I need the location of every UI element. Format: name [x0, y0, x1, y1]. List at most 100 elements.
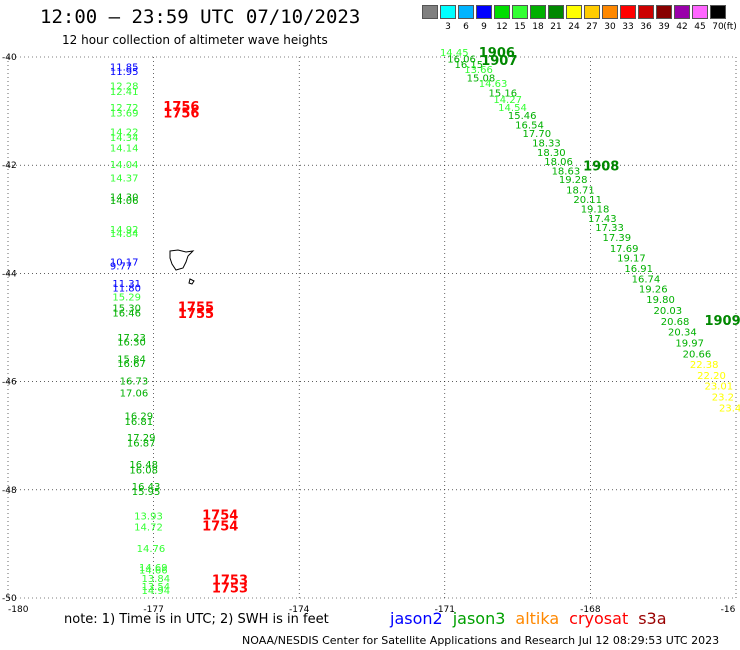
- scale-label: 36: [640, 22, 652, 32]
- wave-height-value: 14.54: [498, 103, 527, 114]
- wave-height-value: 15.30: [112, 303, 141, 314]
- scale-label: 15: [514, 22, 526, 32]
- wave-height-value: 20.11: [573, 195, 602, 206]
- lat-tick-label: -42: [2, 161, 17, 171]
- wave-height-value: 15.16: [488, 88, 517, 99]
- wave-height-value: 20.03: [653, 306, 682, 317]
- scale-swatch: [674, 5, 690, 19]
- wave-height-value: 14.94: [141, 586, 170, 597]
- wave-height-value: 9.77: [110, 262, 132, 273]
- wave-height-value: 16.67: [117, 359, 146, 370]
- wave-height-value: 14.66: [139, 566, 168, 577]
- wave-height-value: 14.72: [134, 522, 163, 533]
- wave-height-value: 16.74: [632, 275, 661, 286]
- lon-tick-label: -174: [289, 605, 310, 615]
- wave-height-value: 18.63: [552, 166, 581, 177]
- wave-height-value: 16.73: [120, 376, 149, 387]
- scale-swatch: [458, 5, 474, 19]
- wave-height-value: 12.41: [110, 87, 139, 98]
- pass-time-label: 1754: [202, 519, 238, 534]
- wave-height-value: 11.31: [112, 279, 141, 290]
- wave-height-value: 14.84: [110, 229, 139, 240]
- wave-height-value: 11.95: [110, 67, 139, 78]
- wave-height-value: 14.14: [110, 144, 139, 155]
- pass-time-label: 1753: [212, 573, 248, 588]
- map-note: note: 1) Time is in UTC; 2) SWH is in fe…: [64, 612, 329, 627]
- wave-height-value: 17.29: [127, 433, 156, 444]
- lat-tick-label: -40: [2, 53, 17, 63]
- pass-time-label: 1909: [704, 314, 740, 329]
- pass-time-label: 1753: [212, 582, 248, 597]
- wave-height-value: 14.76: [137, 544, 166, 555]
- wave-height-value: 16.87: [127, 439, 156, 450]
- scale-label: 18: [532, 22, 544, 32]
- pass-time-label: 1756: [163, 107, 199, 122]
- legend-item-cryosat: cryosat: [569, 609, 629, 628]
- pass-time-label: 1906: [479, 46, 515, 61]
- scale-swatch: [566, 5, 582, 19]
- wave-height-value: 15.08: [467, 73, 496, 84]
- credit-line: NOAA/NESDIS Center for Satellite Applica…: [242, 634, 720, 647]
- scale-swatch: [602, 5, 618, 19]
- wave-height-value: 14.27: [493, 95, 522, 106]
- scale-label: 42: [676, 22, 688, 32]
- wave-height-value: 19.17: [617, 253, 646, 264]
- wave-height-value: 20.66: [683, 349, 712, 360]
- wave-height-value: 17.70: [522, 129, 551, 140]
- wave-height-value: 17.06: [120, 389, 149, 400]
- wave-height-value: 15.95: [132, 487, 161, 498]
- wave-height-value: 16.06: [447, 54, 476, 65]
- wave-height-value: 20.34: [668, 328, 697, 339]
- wave-height-value: 14.30: [110, 192, 139, 203]
- wave-height-value: 18.71: [566, 185, 595, 196]
- scale-label: 24: [568, 22, 580, 32]
- wave-height-value: 17.69: [610, 244, 639, 255]
- scale-label: 33: [622, 22, 634, 32]
- wave-height-value: 23.2: [712, 393, 734, 404]
- wave-height-value: 17.33: [595, 223, 624, 234]
- scale-label: 30: [604, 22, 616, 32]
- lon-tick-label: -180: [8, 605, 29, 615]
- wave-height-value: 19.80: [646, 295, 675, 306]
- wave-height-value: 16.91: [624, 264, 653, 275]
- scale-label: 70: [712, 22, 724, 32]
- scale-label: 12: [496, 22, 508, 32]
- wave-height-value: 11.85: [110, 63, 139, 74]
- wave-height-value: 12.72: [110, 103, 139, 114]
- wave-height-value: 14.34: [110, 133, 139, 144]
- scale-swatch: [710, 5, 726, 19]
- scale-swatch: [548, 5, 564, 19]
- scale-label: 45: [694, 22, 706, 32]
- wave-height-value: 12.28: [110, 81, 139, 92]
- scale-swatch: [512, 5, 528, 19]
- wave-height-value: 19.28: [559, 175, 588, 186]
- scale-swatch: [494, 5, 510, 19]
- scale-swatch: [476, 5, 492, 19]
- lat-tick-label: -46: [2, 378, 17, 388]
- wave-height-value: 15.46: [508, 111, 537, 122]
- scale-label: 3: [445, 22, 451, 32]
- lon-tick-label: -168: [580, 605, 601, 615]
- wave-height-value: 16.54: [515, 120, 544, 131]
- wave-height-value: 13.54: [141, 582, 170, 593]
- wave-height-value: 15.84: [117, 355, 146, 366]
- scale-swatch: [440, 5, 456, 19]
- wave-height-value: 14.22: [110, 127, 139, 138]
- pass-time-label: 1754: [202, 509, 238, 524]
- wave-height-value: 19.97: [675, 338, 704, 349]
- wave-height-value: 16.43: [132, 482, 161, 493]
- legend-item-jason3: jason3: [452, 609, 506, 628]
- wave-height-value: 22.38: [690, 360, 719, 371]
- wave-height-value: 22.20: [697, 371, 726, 382]
- pass-time-label: 1907: [481, 54, 517, 69]
- wave-height-value: 13.66: [464, 65, 493, 76]
- wave-height-value: 14.63: [479, 79, 508, 90]
- wave-height-value: 16.29: [124, 411, 153, 422]
- wave-height-value: 17.43: [588, 214, 617, 225]
- wave-height-value: 16.48: [129, 460, 158, 471]
- scale-label: 9: [481, 22, 487, 32]
- scale-swatch: [638, 5, 654, 19]
- island-outline: [169, 249, 195, 285]
- wave-height-value: 11.80: [112, 283, 141, 294]
